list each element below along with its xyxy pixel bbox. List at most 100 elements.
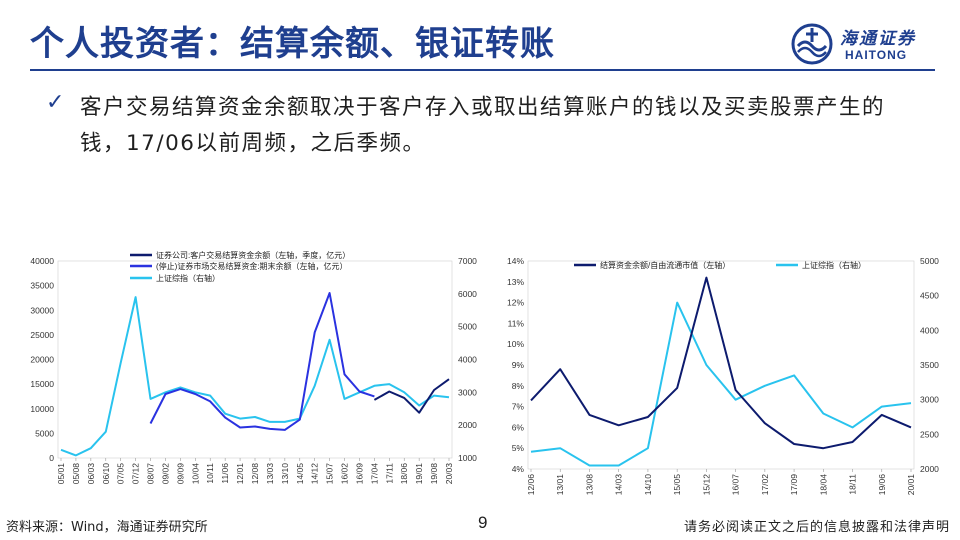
y-right-tick-label: 7000 <box>458 256 477 266</box>
y-right-tick-label: 6000 <box>458 289 477 299</box>
y-left-tick-label: 20000 <box>30 355 54 365</box>
y-right-tick-label: 2500 <box>920 429 939 439</box>
disclaimer-text: 请务必阅读正文之后的信息披露和法律声明 <box>683 520 950 535</box>
chart-right-svg: 4% 5% 6% 7% 8% 9% 10% 11% 12% 13% 14% 2000 2500 3000 3… <box>507 256 939 496</box>
plot-frame <box>527 260 915 470</box>
x-tick-label: 14/05 <box>295 463 305 485</box>
chart-left-svg: 0500010000150002000025000300003500040000… <box>30 250 477 485</box>
x-tick-label: 06/10 <box>101 463 111 485</box>
y-left-tick-label: 9% <box>512 360 525 370</box>
y-left-tick-label: 15000 <box>30 379 54 389</box>
y-left-tick-label: 40000 <box>30 256 54 266</box>
x-tick-label: 20/01 <box>906 474 916 496</box>
chart-right: 4% 5% 6% 7% 8% 9% 10% 11% 12% 13% 14% 2000 2500 3000 3… <box>500 245 952 507</box>
x-tick-label: 14/03 <box>614 474 624 496</box>
y-right-tick-label: 5000 <box>458 322 477 332</box>
x-tick-label: 20/03 <box>444 463 454 485</box>
x-tick-label: 13/08 <box>584 474 594 496</box>
x-tick-label: 16/07 <box>731 474 741 496</box>
x-tick-label: 19/01 <box>414 463 424 485</box>
x-tick-label: 17/09 <box>789 474 799 496</box>
source-note: 资料来源：Wind，海通证券研究所 <box>6 520 208 535</box>
x-tick-label: 10/04 <box>190 463 200 485</box>
page-number: 9 <box>478 513 488 532</box>
x-tick-label: 12/06 <box>526 474 536 496</box>
y-left-tick-label: 14% <box>507 256 524 266</box>
x-tick-label: 07/05 <box>116 463 126 485</box>
brand-logo: 海通证券 HAITONG <box>790 22 940 68</box>
x-tick-label: 14/12 <box>310 463 320 485</box>
haitong-emblem-icon <box>791 23 833 65</box>
y-left-tick-label: 10000 <box>30 404 54 414</box>
legend-label: 证券公司:客户交易结算资金余额（左轴，季度，亿元） <box>156 250 350 260</box>
x-tick-label: 09/02 <box>160 463 170 485</box>
x-tick-label: 12/01 <box>235 463 245 485</box>
y-left-tick-label: 25000 <box>30 330 54 340</box>
x-tick-label: 05/01 <box>56 463 66 485</box>
y-left-tick-label: 8% <box>512 381 525 391</box>
logo-cn-text: 海通证券 <box>840 29 916 49</box>
x-tick-label: 17/02 <box>760 474 770 496</box>
y-left-tick-label: 35000 <box>30 281 54 291</box>
legend-label: (停止)证券市场交易结算资金:期末余额（左轴，亿元） <box>156 261 348 271</box>
x-tick-label: 15/12 <box>701 474 711 496</box>
series-line-0 <box>373 378 450 414</box>
y-right-tick-label: 3000 <box>458 387 477 397</box>
x-tick-label: 16/02 <box>340 463 350 485</box>
series-line-1 <box>530 301 912 467</box>
x-tick-label: 14/10 <box>643 474 653 496</box>
x-tick-label: 09/09 <box>175 463 185 485</box>
x-tick-label: 08/07 <box>146 463 156 485</box>
y-left-tick-label: 0 <box>49 453 54 463</box>
x-tick-label: 13/03 <box>265 463 275 485</box>
y-right-tick-label: 2000 <box>920 464 939 474</box>
legend-label: 上证综指（右轴） <box>156 273 220 283</box>
plot-frame <box>57 260 453 459</box>
x-tick-label: 07/12 <box>131 463 141 485</box>
y-right-tick-label: 3000 <box>920 395 939 405</box>
y-left-tick-label: 10% <box>507 339 524 349</box>
y-left-tick-label: 7% <box>512 402 525 412</box>
x-tick-label: 18/06 <box>399 463 409 485</box>
x-tick-label: 16/09 <box>354 463 364 485</box>
y-right-tick-label: 4000 <box>458 355 477 365</box>
y-left-tick-label: 30000 <box>30 305 54 315</box>
x-tick-label: 13/01 <box>555 474 565 496</box>
x-tick-label: 10/11 <box>205 463 215 484</box>
x-tick-label: 15/07 <box>325 463 335 485</box>
series-line-2 <box>60 296 450 457</box>
x-tick-label: 19/08 <box>429 463 439 485</box>
y-left-tick-label: 13% <box>507 277 524 287</box>
y-right-tick-label: 3500 <box>920 360 939 370</box>
y-right-tick-label: 1000 <box>458 453 477 463</box>
chart-left: 0 5000 10000 15000 20000 25000 30000 35000 40000… <box>22 245 500 507</box>
y-right-tick-label: 2000 <box>458 420 477 430</box>
slide-title: 个人投资者：结算余额、银证转账 <box>30 24 555 64</box>
bullet-text: 客户交易结算资金余额取决于客户存入或取出结算账户的钱以及买卖股票产生的钱，17/… <box>80 95 886 156</box>
y-left-tick-label: 4% <box>512 464 525 474</box>
series-line-0 <box>530 276 912 450</box>
checkmark-icon: ✓ <box>46 90 65 115</box>
legend-label: 结算资金余额/自由流通市值（左轴） <box>600 260 730 270</box>
x-tick-label: 18/04 <box>818 474 828 496</box>
x-tick-label: 13/10 <box>280 463 290 485</box>
y-left-tick-label: 11% <box>508 318 525 328</box>
y-right-tick-label: 4500 <box>920 291 939 301</box>
x-tick-label: 06/03 <box>86 463 96 485</box>
x-tick-label: 12/08 <box>250 463 260 485</box>
x-tick-label: 19/06 <box>877 474 887 496</box>
y-left-tick-label: 5000 <box>35 428 54 438</box>
x-tick-label: 18/11 <box>848 474 858 495</box>
x-tick-label: 17/04 <box>369 463 379 485</box>
title-divider <box>30 69 935 71</box>
y-right-tick-label: 5000 <box>920 256 939 266</box>
y-left-tick-label: 12% <box>507 298 524 308</box>
x-tick-label: 17/11 <box>384 463 394 484</box>
logo-en-text: HAITONG <box>845 48 908 62</box>
y-right-tick-label: 4000 <box>920 325 939 335</box>
y-left-tick-label: 6% <box>512 422 525 432</box>
x-tick-label: 11/06 <box>220 463 230 484</box>
x-tick-label: 05/08 <box>71 463 81 485</box>
series-line-1 <box>149 292 375 431</box>
legend-label: 上证综指（右轴） <box>802 260 866 270</box>
